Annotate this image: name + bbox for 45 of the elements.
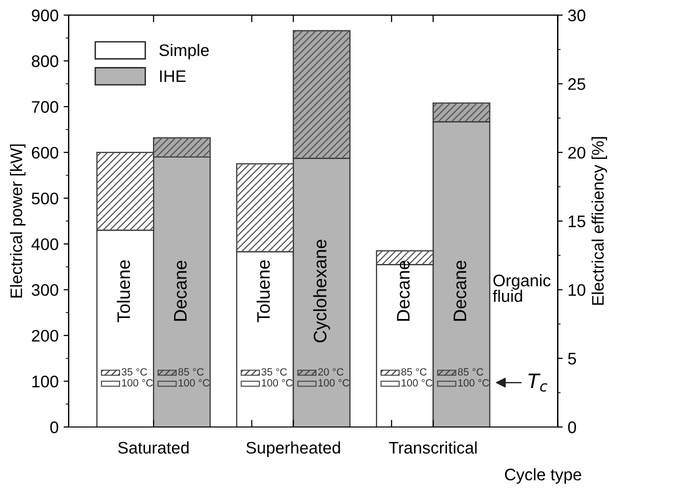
text: Transcritical bbox=[388, 441, 477, 454]
y-tick-label: 0 bbox=[50, 421, 58, 434]
annotation: 35 °C bbox=[122, 368, 148, 376]
x-tick-label: Cyclohexane bbox=[313, 240, 330, 342]
annotation: 35 °C bbox=[261, 368, 287, 376]
y2-tick-label: 15 bbox=[568, 216, 586, 228]
legend-label: Simple bbox=[159, 44, 209, 60]
x-tick-label: Decane bbox=[454, 260, 466, 321]
y-tick-label: 300 bbox=[32, 284, 58, 296]
y2-tick-label: 20 bbox=[568, 146, 586, 159]
y-tick-label: 400 bbox=[31, 238, 58, 250]
annotation: 100 °C bbox=[262, 379, 293, 387]
y-axis-title: Electrical power [kW] bbox=[10, 144, 26, 298]
annotation: 100 °C bbox=[318, 379, 350, 387]
annotation: 100 °C bbox=[458, 379, 490, 387]
y2-tick-label: 5 bbox=[568, 352, 576, 365]
y-tick-label: 100 bbox=[32, 376, 58, 388]
y-tick-label: 800 bbox=[32, 55, 58, 68]
y2-tick-label: 0 bbox=[568, 421, 576, 434]
text: Saturated bbox=[118, 441, 189, 454]
x-tick-label: Decane bbox=[174, 260, 187, 321]
y2-tick-label: 25 bbox=[568, 78, 586, 90]
annotation: 85 °C bbox=[178, 368, 204, 376]
y-tick-label: 600 bbox=[32, 146, 58, 159]
y-tick-label: 200 bbox=[32, 330, 58, 342]
annotation: 100 °C bbox=[402, 379, 432, 387]
y2-tick-label: 10 bbox=[568, 284, 586, 296]
y-tick-label: 900 bbox=[32, 10, 58, 22]
y2-axis-title: Electrical efficiency [%] bbox=[592, 137, 608, 305]
x-axis-title: Cycle type bbox=[504, 468, 582, 484]
annotation: 85 °C bbox=[458, 368, 484, 376]
annotation: 100 °C bbox=[178, 379, 210, 387]
y-tick-label: 500 bbox=[32, 192, 58, 204]
annotation: 85 °C bbox=[401, 368, 427, 376]
legend-label: IHE bbox=[160, 70, 186, 82]
x-tick-label: Decane bbox=[397, 260, 410, 321]
x-tick-label: Toluene bbox=[116, 260, 130, 322]
annotation: Organic fluid bbox=[492, 274, 551, 302]
text: Superheated bbox=[246, 441, 340, 457]
y-tick-label: 700 bbox=[32, 101, 58, 113]
y2-tick-label: 30 bbox=[568, 10, 586, 22]
x-tick-label: Toluene bbox=[256, 260, 270, 322]
annotation: T$_{c}$ bbox=[528, 374, 548, 392]
annotation: 100 °C bbox=[122, 379, 153, 387]
annotation: 20 °C bbox=[318, 368, 344, 376]
